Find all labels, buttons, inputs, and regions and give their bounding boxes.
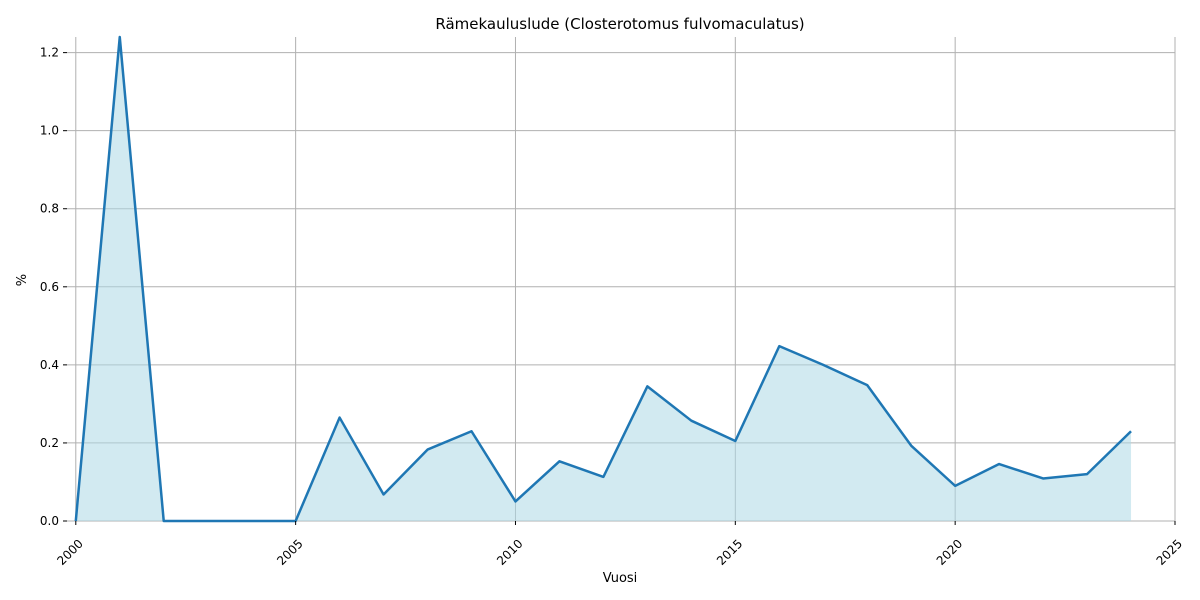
y-tick-label: 0.6	[40, 280, 59, 294]
y-axis-label: %	[15, 274, 30, 286]
x-tick-label: 2025	[1154, 537, 1185, 568]
x-tick-label: 2010	[494, 537, 525, 568]
x-tick-label: 2005	[274, 537, 305, 568]
x-axis-label: Vuosi	[603, 571, 638, 586]
y-tick-label: 1.2	[40, 46, 59, 60]
y-tick-label: 0.4	[40, 358, 59, 372]
series-line	[74, 35, 1132, 523]
area-fill	[75, 37, 1132, 521]
y-tick-label: 0.2	[40, 436, 59, 450]
y-tick-label: 0.8	[40, 202, 59, 216]
chart-title: Rämekauluslude (Closterotomus fulvomacul…	[435, 15, 804, 33]
x-tick-label: 2015	[714, 537, 745, 568]
x-tick-label: 2020	[934, 537, 965, 568]
y-tick-label: 0.0	[40, 514, 59, 528]
y-tick-label: 1.0	[40, 124, 59, 138]
x-tick-label: 2000	[54, 537, 85, 568]
